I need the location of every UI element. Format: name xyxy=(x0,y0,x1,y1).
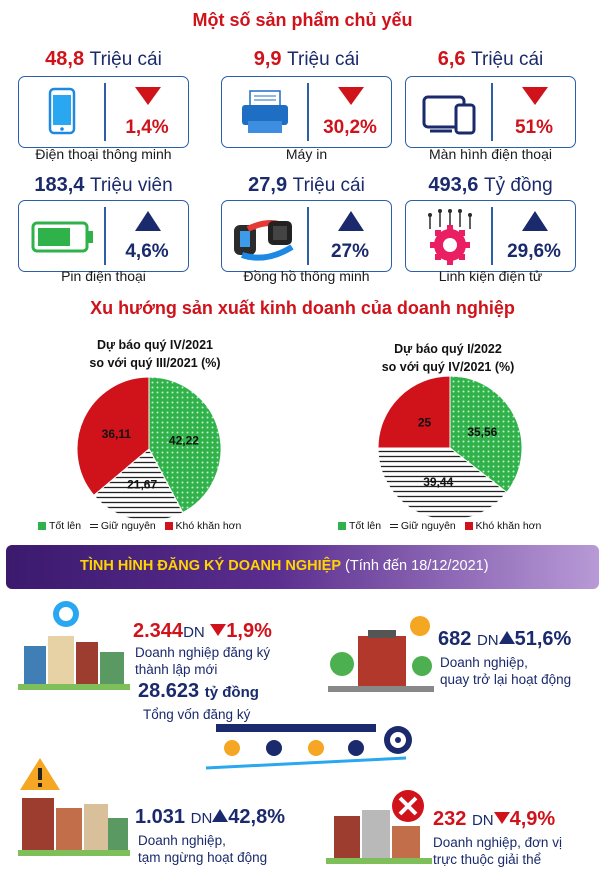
up-arrow-icon xyxy=(338,211,364,231)
new-businesses-label: Doanh nghiệp đăng ký thành lập mới xyxy=(135,645,271,677)
product-value: 183,4 Triệu viên xyxy=(34,174,173,196)
product-card-printer: 30,2% xyxy=(221,76,392,148)
product-card-smartwatch: 27% xyxy=(221,200,392,272)
product-value: 48,8 Triệu cái xyxy=(45,48,162,70)
product-card-smartphone: 1,4% xyxy=(18,76,189,148)
slice-label: 35,56 xyxy=(467,425,497,439)
new-businesses-stat: 2.344DN 1,9% xyxy=(133,620,272,642)
legend-item: Giữ nguyên xyxy=(89,520,156,532)
product-value: 9,9 Triệu cái xyxy=(253,48,360,70)
slice-harder xyxy=(76,376,150,496)
product-label: Màn hình điện thoại xyxy=(429,146,552,162)
down-arrow-icon xyxy=(135,87,161,105)
returned-businesses-stat: 682 DN 51,6% xyxy=(438,628,572,650)
product-card-screen: 51% xyxy=(405,76,576,148)
legend-item: Khó khăn hơn xyxy=(464,520,541,532)
trend-title: Xu hướng sản xuất kinh doanh của doanh n… xyxy=(90,298,515,318)
registration-banner-title: TÌNH HÌNH ĐĂNG KÝ DOANH NGHIỆP (Tính đến… xyxy=(80,558,489,574)
up-arrow-icon xyxy=(135,211,161,231)
slice-harder xyxy=(377,375,451,449)
legend-item: Tốt lên xyxy=(338,520,381,532)
closed-buildings-icon xyxy=(326,790,432,864)
legend-item: Khó khăn hơn xyxy=(164,520,241,532)
up-arrow-icon xyxy=(522,211,548,231)
product-value: 27,9 Triệu cái xyxy=(248,174,365,196)
down-arrow-icon xyxy=(210,624,227,636)
chart-1-legend: Tốt lên Giữ nguyên Khó khăn hơn xyxy=(38,520,241,532)
slice-unchanged xyxy=(93,448,184,522)
down-arrow-icon xyxy=(338,87,364,105)
product-label: Linh kiện điện tử xyxy=(438,268,543,284)
slice-label: 25 xyxy=(418,416,432,430)
product-label: Pin điện thoại xyxy=(61,268,146,284)
city-lightbulb-icon xyxy=(18,601,130,690)
product-pct: 51% xyxy=(514,117,554,138)
printer-icon xyxy=(242,90,288,133)
product-value: 6,6 Triệu cái xyxy=(437,48,544,70)
dissolved-businesses-label: Doanh nghiệp, đơn vị trực thuộc giải thể xyxy=(433,835,562,867)
suspended-businesses-label: Doanh nghiệp, tạm ngừng hoạt động xyxy=(138,833,268,865)
chart-1-title: Dự báo quý IV/2021 so với quý III/2021 (… xyxy=(89,338,221,370)
registration-banner xyxy=(6,545,599,589)
up-arrow-icon xyxy=(498,631,515,644)
down-arrow-icon xyxy=(522,87,548,105)
devices-icon xyxy=(422,95,476,135)
pie-chart-2: 35,56 39,44 25 xyxy=(377,375,523,521)
product-card-battery: 4,6% xyxy=(18,200,189,272)
slice-label: 21,67 xyxy=(127,477,157,491)
product-card-components: 29,6% xyxy=(405,200,576,272)
slice-better xyxy=(148,376,222,514)
pie-chart-1: 42,22 21,67 36,11 xyxy=(76,376,222,522)
product-label: Đồng hồ thông minh xyxy=(243,268,370,284)
slice-label: 39,44 xyxy=(423,475,453,489)
down-arrow-icon xyxy=(493,812,510,824)
dissolved-businesses-stat: 232 DN 4,9% xyxy=(433,808,556,830)
legend-item: Tốt lên xyxy=(38,520,81,532)
returned-businesses-label: Doanh nghiệp, quay trở lại hoạt động xyxy=(440,655,572,687)
product-pct: 29,6% xyxy=(507,241,561,262)
product-label: Điện thoại thông minh xyxy=(35,146,172,162)
capital-stat: 28.623 tỷ đồng xyxy=(138,680,259,702)
circuit-gear-icon xyxy=(428,209,472,265)
slice-better xyxy=(449,375,523,494)
warning-buildings-icon xyxy=(18,758,130,856)
slice-label: 42,22 xyxy=(169,433,199,447)
legend-item: Giữ nguyên xyxy=(389,520,456,532)
battery-icon xyxy=(31,221,93,253)
product-pct: 27% xyxy=(330,241,370,262)
hotel-refresh-icon xyxy=(328,616,434,692)
up-arrow-icon xyxy=(212,809,229,822)
page-title: Một số sản phẩm chủ yếu xyxy=(192,10,413,30)
smartphone-icon xyxy=(48,87,76,135)
product-pct: 4,6% xyxy=(125,241,169,262)
product-label: Máy in xyxy=(285,146,328,162)
slice-unchanged xyxy=(377,447,508,521)
chart-2-title: Dự báo quý I/2022 so với quý IV/2021 (%) xyxy=(381,342,515,374)
slice-label: 36,11 xyxy=(102,427,132,441)
business-race-icon xyxy=(206,724,412,770)
capital-label: Tổng vốn đăng ký xyxy=(143,707,251,722)
product-value: 493,6 Tỷ đồng xyxy=(428,174,553,196)
suspended-businesses-stat: 1.031 DN 42,8% xyxy=(135,806,286,828)
product-pct: 30,2% xyxy=(323,117,377,138)
chart-2-legend: Tốt lên Giữ nguyên Khó khăn hơn xyxy=(338,520,541,532)
product-pct: 1,4% xyxy=(125,117,169,138)
smartwatch-icon xyxy=(234,220,294,261)
